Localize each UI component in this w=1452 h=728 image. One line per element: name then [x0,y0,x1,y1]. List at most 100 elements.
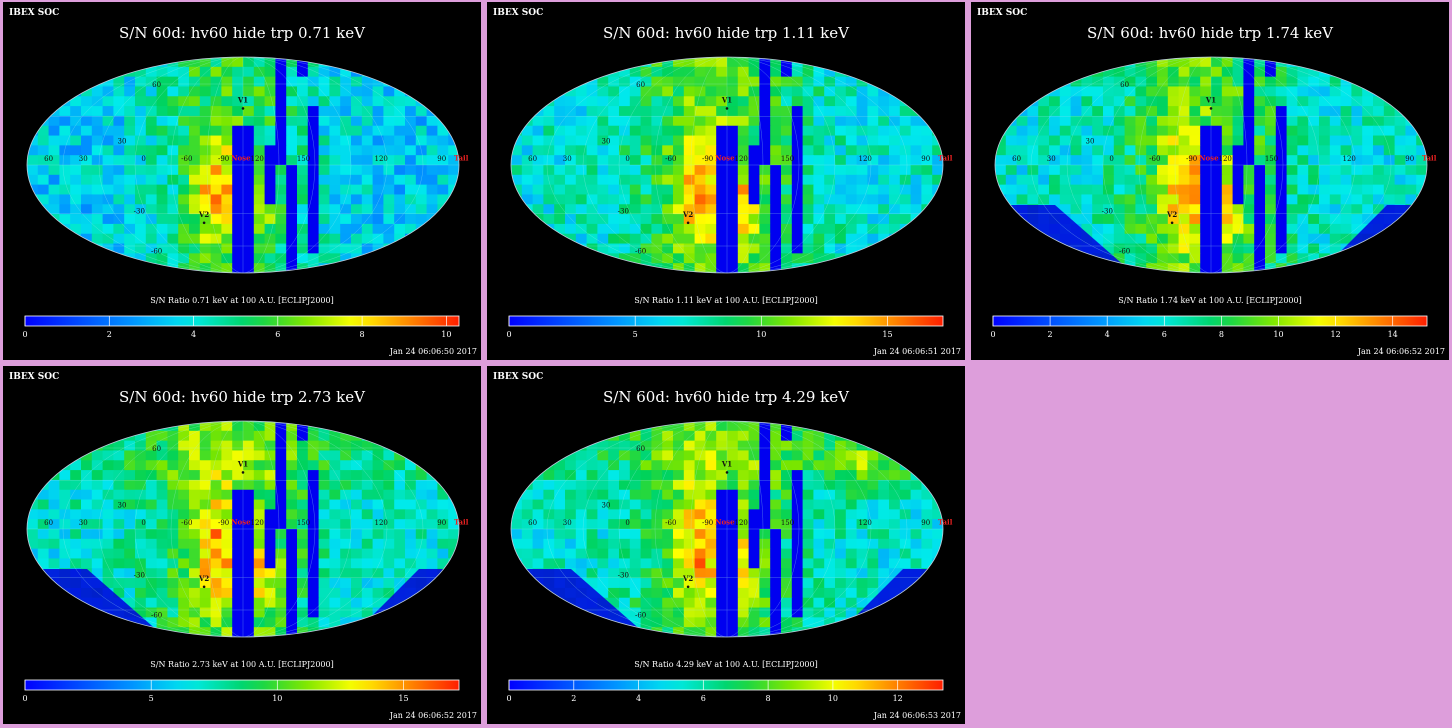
heatmap-cell [81,460,93,471]
heatmap-cell [37,578,50,589]
heatmap-cell [1286,253,1298,264]
heatmap-cell [318,440,330,452]
heatmap-cell [1232,125,1244,137]
heatmap-cell [48,460,60,471]
heatmap-cell [716,243,728,254]
heatmap-cell [361,499,374,510]
heatmap-cell [813,558,825,569]
heatmap-cell [1265,106,1277,117]
heatmap-cell [543,253,555,264]
heatmap-cell [867,479,879,491]
heatmap-cell [878,519,890,530]
heatmap-cell [867,529,879,540]
heatmap-cell [178,607,190,618]
heatmap-cell [1286,155,1298,166]
heatmap-cell [608,57,620,68]
heatmap-cell [759,627,771,637]
heatmap-cell [383,155,395,166]
heatmap-cell [372,578,384,589]
heatmap-cell [932,627,943,637]
heatmap-cell [156,450,168,461]
heatmap-cell [1297,115,1309,127]
heatmap-cell [835,106,847,117]
heatmap-cell [1275,204,1288,215]
heatmap-cell [1351,263,1363,273]
heatmap-cell [608,263,620,273]
heatmap-cell [59,243,71,254]
heatmap-cell [232,489,244,501]
heatmap-cell [286,421,298,432]
heatmap-cell [845,627,858,637]
heatmap-cell [318,253,330,264]
heatmap-cell [221,214,233,225]
heatmap-cell [748,214,760,225]
heatmap-cell [791,155,804,166]
heatmap-cell [297,233,309,245]
heatmap-cell [394,135,406,146]
heatmap-cell [426,57,438,68]
heatmap-cell [802,76,814,88]
heatmap-cell [1286,165,1298,176]
heatmap-cell [651,519,663,530]
heatmap-cell [383,578,395,589]
heatmap-cell [253,597,266,609]
heatmap-cell [835,145,847,156]
lon-label: -120 [732,155,748,163]
heatmap-cell [662,450,674,461]
heatmap-cell [210,253,222,264]
heatmap-cell [1059,66,1072,78]
heatmap-cell [932,115,943,127]
heatmap-cell [1275,214,1288,225]
heatmap-cell [1200,125,1212,137]
heatmap-cell [1275,194,1288,205]
heatmap-cell [910,184,922,196]
heatmap-cell [286,135,298,146]
heatmap-cell [1124,155,1136,166]
heatmap-cell [178,115,190,127]
heatmap-cell [70,627,82,637]
heatmap-cell [575,529,588,540]
soc-label: IBEX SOC [9,372,60,382]
heatmap-cell [575,489,588,501]
heatmap-cell [629,548,642,560]
heatmap-cell [124,76,136,88]
heatmap-cell [415,135,428,146]
heatmap-cell [651,223,663,235]
heatmap-cell [70,509,82,520]
heatmap-cell [1124,145,1136,156]
heatmap-cell [340,440,352,452]
heatmap-cell [802,548,814,560]
heatmap-cell [629,204,642,215]
heatmap-cell [275,135,287,146]
heatmap-cell [394,460,406,471]
heatmap-cell [383,460,395,471]
heatmap-cell [770,253,782,264]
colorbar-tick-label: 8 [1219,330,1224,339]
heatmap-cell [383,86,395,97]
heatmap-cell [889,450,901,461]
heatmap-cell [210,145,222,156]
heatmap-cell [1394,66,1406,78]
heatmap-cell [856,57,868,68]
heatmap-cell [37,460,50,471]
heatmap-cell [199,430,212,442]
heatmap-cell [1211,194,1223,205]
colorbar-gradient [24,315,460,327]
heatmap-cell [1167,184,1180,196]
heatmap-cell [135,135,147,146]
heatmap-cell [748,223,760,235]
heatmap-cell [189,204,201,215]
heatmap-cell [189,233,201,245]
heatmap-cell [1189,96,1201,107]
heatmap-cell [565,243,577,254]
heatmap-cell [575,421,588,432]
heatmap-cell [232,509,244,520]
heatmap-cell [178,223,190,235]
heatmap-cell [619,578,631,589]
heatmap-cell [1232,86,1244,97]
heatmap-cell [543,106,555,117]
heatmap-cell [727,204,739,215]
heatmap-cell [448,155,459,166]
heatmap-cell [781,243,793,254]
heatmap-cell [619,66,631,78]
